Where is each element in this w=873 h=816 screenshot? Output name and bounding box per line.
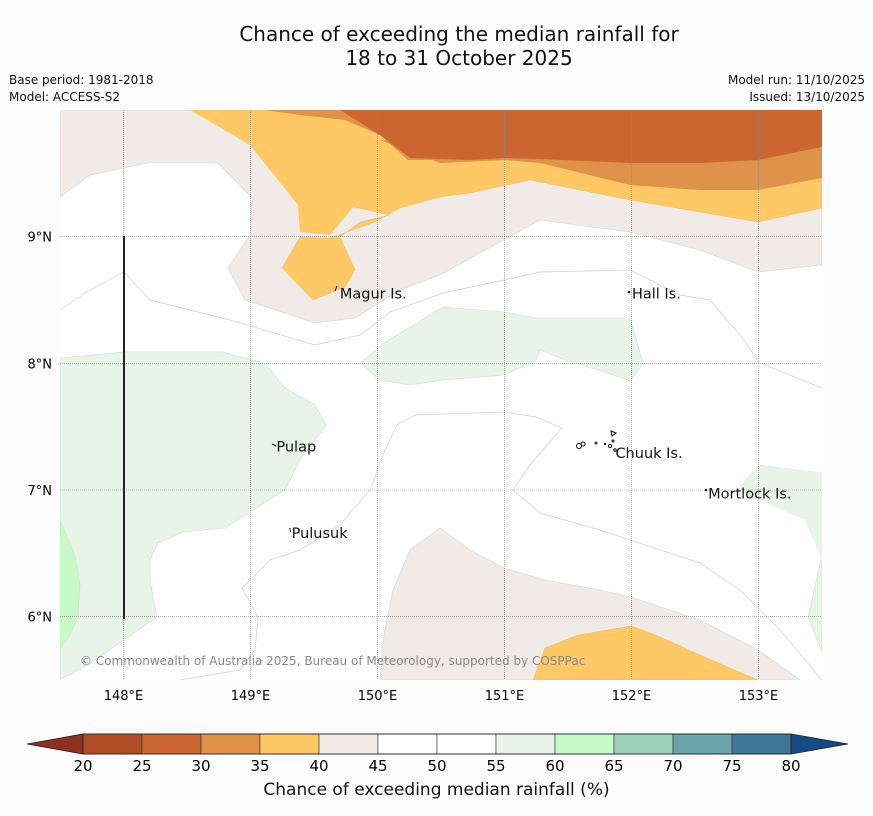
lon-tick-label: 149°E [231, 689, 271, 704]
hall-island-icon [627, 290, 631, 294]
colorbar-under-arrow [26, 733, 84, 755]
place-labels: Magur Is. Hall Is. Pulap Chuuk Is. Mortlock … [276, 286, 791, 541]
contour-55-60-west [60, 351, 327, 680]
contour-25-30 [340, 110, 822, 163]
colorbar: 20 25 30 35 40 45 50 55 60 65 70 75 80 [26, 733, 849, 775]
contour-line [241, 411, 822, 680]
lon-tick-label: 152°E [612, 689, 652, 704]
contour-60-65-west [60, 519, 81, 651]
colorbar-bin [82, 733, 143, 755]
contour-line [60, 269, 822, 389]
meta-left: Base period: 1981-2018 Model: ACCESS-S2 [9, 72, 154, 106]
meta-right: Model run: 11/10/2025 Issued: 13/10/2025 [728, 72, 865, 106]
chuuk-lagoon-icon [576, 430, 618, 452]
model-run: Model run: 11/10/2025 [727, 73, 865, 87]
colorbar-bin [613, 733, 674, 755]
lon-tick-label: 148°E [104, 689, 144, 704]
colorbar-bin [672, 733, 733, 755]
colorbar-bin [377, 733, 438, 755]
colorbar-tick-label: 65 [604, 757, 623, 775]
model-name: Model: ACCESS-S2 [9, 90, 121, 104]
lat-tick-label: 7°N [28, 484, 53, 499]
place-label: Chuuk Is. [615, 446, 682, 462]
contour-55-60-east-b [738, 465, 822, 560]
lat-tick-label: 9°N [28, 231, 53, 246]
lon-tick-label: 153°E [739, 689, 779, 704]
colorbar-bin [554, 733, 615, 755]
contour-40-45-south [379, 527, 801, 680]
colorbar-tick-label: 35 [250, 757, 269, 775]
place-label: Hall Is. [632, 286, 681, 302]
colorbar-bin [259, 733, 320, 755]
place-label: Magur Is. [340, 286, 407, 302]
colorbar-tick-label: 55 [486, 757, 505, 775]
contour-35-40-south [532, 625, 759, 680]
island-glyphs [271, 285, 708, 533]
colorbar-bin [436, 733, 497, 755]
colorbar-tick-label: 60 [545, 757, 564, 775]
lon-tick-labels: 148°E 149°E 150°E 151°E 152°E 153°E [104, 689, 779, 704]
colorbar-over-arrow [790, 733, 849, 755]
colorbar-tick-label: 70 [663, 757, 682, 775]
colorbar-bin [200, 733, 261, 755]
title-line-2: 18 to 31 October 2025 [345, 46, 573, 70]
colorbar-bin [318, 733, 379, 755]
lat-tick-label: 8°N [28, 357, 53, 372]
contour-layer [60, 110, 822, 680]
colorbar-bin [731, 733, 792, 755]
title-line-1: Chance of exceeding the median rainfall … [239, 22, 679, 46]
colorbar-tick-label: 40 [309, 757, 328, 775]
colorbar-label: Chance of exceeding median rainfall (%) [263, 780, 610, 800]
issued-date: Issued: 13/10/2025 [749, 90, 865, 104]
pulap-island-icon [271, 443, 277, 447]
place-label: Pulap [276, 440, 316, 456]
mortlock-island-icon [704, 488, 708, 492]
base-period: Base period: 1981-2018 [9, 73, 154, 87]
colorbar-bin [495, 733, 556, 755]
map-title: Chance of exceeding the median rainfall … [0, 22, 873, 70]
colorbar-tick-label: 45 [368, 757, 387, 775]
colorbar-tick-label: 30 [191, 757, 210, 775]
lon-tick-label: 151°E [485, 689, 525, 704]
pulusuk-island-icon [289, 527, 291, 533]
colorbar-tick-label: 25 [132, 757, 151, 775]
copyright-text: © Commonwealth of Australia 2025, Bureau… [80, 654, 585, 668]
magur-island-icon [334, 285, 338, 292]
colorbar-tick-label: 20 [73, 757, 92, 775]
place-label: Mortlock Is. [708, 487, 791, 503]
colorbar-tick-label: 75 [722, 757, 741, 775]
lat-tick-labels: 9°N 8°N 7°N 6°N [28, 231, 53, 626]
contour-line [179, 587, 259, 680]
colorbar-tick-label: 50 [427, 757, 446, 775]
lat-tick-label: 6°N [28, 611, 53, 626]
colorbar-bin [141, 733, 202, 755]
contour-55-60-central [359, 306, 644, 386]
colorbar-tick-label: 80 [781, 757, 800, 775]
lon-tick-label: 150°E [358, 689, 398, 704]
place-label: Pulusuk [292, 526, 349, 542]
colorbar-outline [82, 733, 792, 755]
